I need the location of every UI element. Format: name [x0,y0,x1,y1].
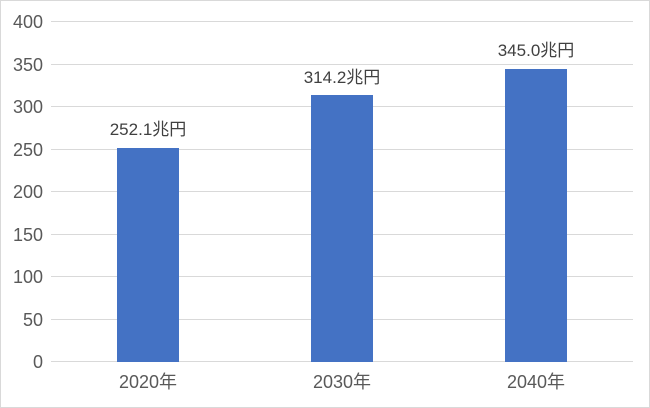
data-label: 252.1兆円 [109,120,187,140]
bar [505,68,567,362]
bar-series: 252.1兆円 314.2兆円 345.0兆円 [51,22,633,362]
y-axis-tick-label: 350 [12,54,43,75]
x-axis-tick-label: 2020年 [118,372,178,392]
y-axis-tick-label: 100 [12,267,43,287]
bar-column: 345.0兆円 [439,22,633,362]
gridline [51,63,633,65]
x-axis-tick-label: 2040年 [506,372,566,392]
x-axis-tick-label: 2030年 [312,372,372,392]
bar-column: 314.2兆円 [245,22,439,362]
y-axis-tick-label: 50 [22,309,43,330]
data-label: 314.2兆円 [303,67,381,87]
y-axis-labels: 0 50 100 150 200 250 300 350 400 [1,13,43,371]
bar-column: 252.1兆円 [51,22,245,362]
y-axis-tick-label: 400 [12,12,43,32]
y-axis-tick-label: 250 [12,139,43,160]
bar [117,147,179,362]
gridline [51,21,633,22]
y-axis-tick-label: 300 [12,97,43,117]
y-axis-tick-label: 200 [12,182,43,202]
data-label: 345.0兆円 [497,41,575,61]
plot-area: 252.1兆円 314.2兆円 345.0兆円 [51,21,633,362]
y-axis-tick-label: 150 [12,224,43,245]
y-axis-tick-label: 0 [32,352,43,372]
bar [311,94,373,362]
x-axis-labels: 2020年 2030年 2040年 [51,368,633,394]
